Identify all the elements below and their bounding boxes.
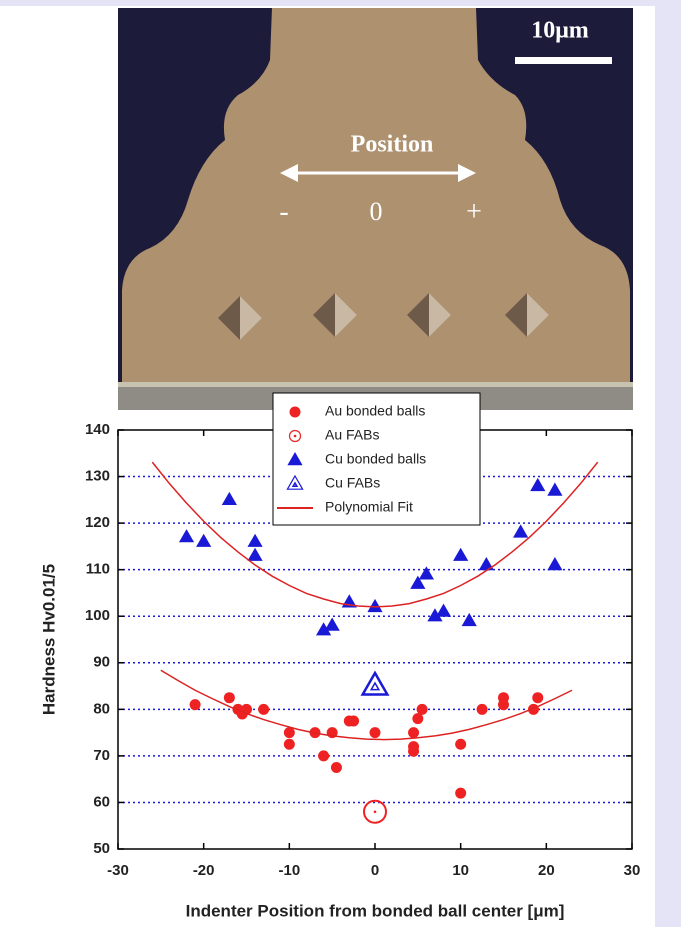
position-label: Position [351,132,434,158]
point [247,547,263,561]
legend-swatch [289,406,301,418]
y-tick-label: 70 [93,747,110,764]
scale-label: 10μm [531,18,589,44]
point [476,703,488,715]
minus-sign: - [279,196,288,227]
y-axis-label: Hardness Hv0.01/5 [39,564,58,715]
substrate-edge [118,382,633,387]
indent-face [335,293,357,337]
point [498,699,509,711]
legend-label: Au FABs [325,427,379,443]
y-tick-label: 50 [93,840,110,857]
x-tick-label: -30 [107,862,129,879]
y-tick-label: 80 [93,700,110,717]
y-tick-label: 140 [85,421,110,438]
legend-swatch [288,429,302,443]
ball-shape [122,8,630,385]
point [324,617,340,631]
point [178,529,195,543]
x-tick-label: 30 [624,862,641,879]
point [196,533,212,547]
point [408,727,420,739]
point [258,703,270,715]
point [360,670,390,696]
point [478,557,494,571]
point-dot [293,434,297,438]
point [318,750,330,762]
indent-face [429,293,451,337]
legend-label: Au bonded balls [325,403,425,419]
point [189,699,201,711]
y-tick-label: 90 [93,654,110,671]
point [408,745,420,757]
y-tick-label: 120 [85,514,110,531]
indent-face [527,293,549,337]
indents [218,293,549,340]
y-tick-label: 60 [93,793,110,810]
point [330,762,342,774]
point [453,547,469,561]
point [363,799,387,824]
x-tick-label: 10 [452,862,469,879]
scale-bar [515,57,612,64]
point [461,612,477,627]
legend-label: Cu bonded balls [325,451,426,467]
legend-label: Polynomial Fit [325,499,413,515]
x-tick-label: -20 [193,862,215,879]
legend-box [272,392,481,526]
arrow-head [458,164,476,182]
point [367,598,383,613]
point [283,727,295,739]
legend-label: Cu FABs [325,475,380,491]
y-tick-label: 100 [85,607,110,624]
indent-face [240,296,262,340]
side-strip [655,0,681,927]
x-tick-label: -10 [278,862,300,879]
y-tick-label: 130 [85,468,110,485]
point [247,533,263,547]
micrograph: 10μm Position - 0 + [118,8,633,410]
point-dot [373,810,377,814]
point [547,482,563,496]
x-axis-label: Indenter Position from bonded ball cente… [186,901,565,920]
top-strip [0,0,681,6]
point [416,703,428,715]
point [455,738,467,750]
point [418,566,434,580]
point [547,557,563,571]
y-tick-label: 110 [86,561,110,578]
point [316,622,332,636]
x-tick-label: 0 [371,862,379,879]
point [455,787,467,799]
point [369,727,381,739]
chart: 50 60 70 80 90 100 110 120 130 140 -30 -20 -10 0 10 20 3… [39,392,641,920]
point [427,608,443,622]
x-tick-label: 20 [538,862,555,879]
point-dot [291,481,299,488]
point [532,692,544,704]
plus-sign: + [466,196,482,227]
point [348,715,360,727]
zero-label: 0 [370,197,383,226]
legend-swatch [286,474,304,490]
fit-line [151,461,599,741]
point [513,524,529,538]
point [412,713,424,725]
point [283,738,295,750]
point [410,575,426,589]
point [530,477,546,492]
legend-swatch [287,452,303,466]
point-dot [369,681,381,691]
point [221,491,237,506]
point [435,603,452,617]
arrow-head [280,164,298,182]
point [223,692,235,704]
